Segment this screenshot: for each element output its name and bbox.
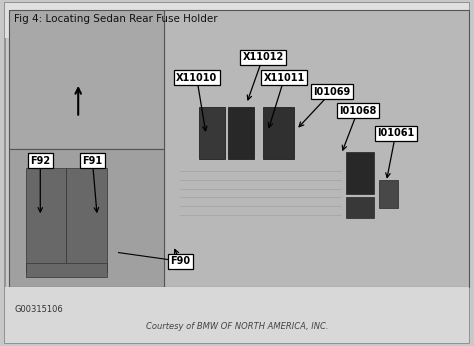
Bar [5, 3, 469, 38]
Bar [164, 10, 469, 287]
Text: F91: F91 [82, 156, 102, 166]
Text: G00315106: G00315106 [14, 305, 63, 314]
Text: F92: F92 [30, 156, 50, 166]
FancyBboxPatch shape [5, 3, 469, 343]
Bar [263, 107, 294, 159]
Bar [66, 168, 107, 272]
Text: I01061: I01061 [377, 128, 414, 138]
Bar [5, 287, 469, 343]
Text: F90: F90 [170, 256, 190, 266]
Text: Courtesy of BMW OF NORTH AMERICA, INC.: Courtesy of BMW OF NORTH AMERICA, INC. [146, 322, 328, 331]
Bar [26, 263, 107, 277]
Bar [379, 180, 398, 208]
Bar [199, 107, 225, 159]
Text: I01069: I01069 [313, 87, 350, 97]
Text: X11010: X11010 [176, 73, 218, 83]
Bar [9, 149, 164, 287]
Bar [9, 10, 164, 149]
Bar [26, 168, 66, 272]
Text: X11012: X11012 [242, 52, 284, 62]
Bar [346, 197, 374, 218]
Bar [346, 152, 374, 194]
Text: X11011: X11011 [264, 73, 305, 83]
Text: I01068: I01068 [339, 106, 376, 116]
Bar [228, 107, 254, 159]
Text: Fig 4: Locating Sedan Rear Fuse Holder: Fig 4: Locating Sedan Rear Fuse Holder [14, 14, 218, 24]
